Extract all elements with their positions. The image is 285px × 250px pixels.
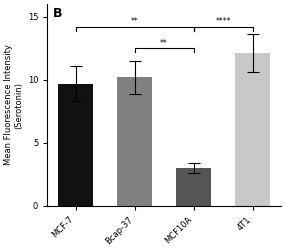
Text: ****: **** (215, 17, 231, 26)
Text: **: ** (131, 17, 139, 26)
Text: B: B (53, 7, 63, 20)
Bar (176, 168, 211, 206)
Y-axis label: Mean Fluorescence Intensity
(Serotonin): Mean Fluorescence Intensity (Serotonin) (4, 44, 24, 166)
Text: **: ** (160, 39, 168, 48)
Bar (235, 53, 270, 206)
Bar (58, 84, 93, 206)
Bar (117, 77, 152, 206)
